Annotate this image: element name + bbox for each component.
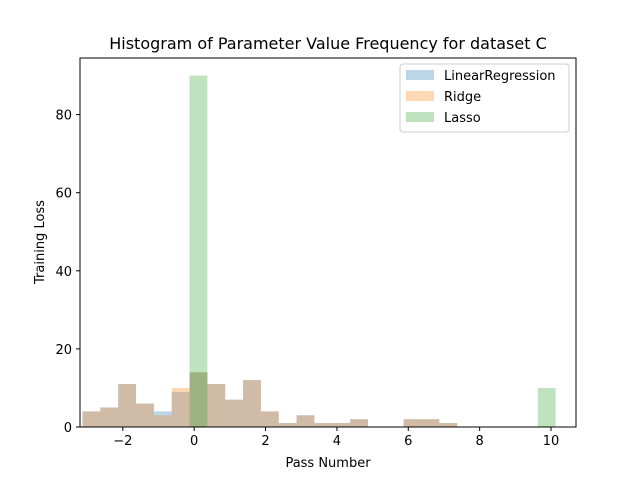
y-tick-label: 60 xyxy=(55,187,72,202)
series-ridge xyxy=(82,372,458,427)
legend-label-lasso: Lasso xyxy=(444,111,481,126)
x-tick-label: 8 xyxy=(476,434,484,449)
bar-ridge-17 xyxy=(421,419,440,427)
y-axis-label: Training Loss xyxy=(33,200,48,285)
legend-swatch-lasso xyxy=(406,112,434,122)
plot-frame xyxy=(79,57,577,428)
bar-linearregression-12 xyxy=(296,415,315,427)
bar-linearregression-16 xyxy=(403,419,422,427)
bar-linearregression-8 xyxy=(225,399,244,427)
bar-linearregression-9 xyxy=(243,380,261,427)
legend-label-ridge: Ridge xyxy=(444,90,481,105)
x-tick-label: 4 xyxy=(333,434,341,449)
bar-ridge-11 xyxy=(278,423,297,427)
bar-ridge-10 xyxy=(260,411,279,427)
bar-linearregression-5 xyxy=(171,391,190,427)
legend-swatch-linearregression xyxy=(406,70,434,80)
bar-ridge-18 xyxy=(439,423,458,427)
bar-linearregression-1 xyxy=(100,407,119,427)
bar-linearregression-11 xyxy=(278,423,297,427)
x-tick-label: 6 xyxy=(404,434,412,449)
bar-linearregression-14 xyxy=(332,423,351,427)
bar-ridge-6 xyxy=(189,372,208,427)
bar-ridge-14 xyxy=(332,423,351,427)
bar-linearregression-6 xyxy=(189,372,208,427)
series-lasso xyxy=(189,75,556,428)
y-tick-label: 0 xyxy=(64,421,72,436)
bar-linearregression-13 xyxy=(314,423,333,427)
legend-entries: LinearRegression Ridge Lasso xyxy=(406,69,556,126)
bar-linearregression-3 xyxy=(136,403,154,427)
x-tick-label: 2 xyxy=(261,434,269,449)
y-tick-label: 40 xyxy=(55,265,72,280)
bar-ridge-12 xyxy=(296,415,315,427)
legend-swatch-ridge xyxy=(406,91,434,101)
bar-ridge-16 xyxy=(403,419,422,427)
x-ticks: −2 0 2 4 6 8 10 xyxy=(113,427,559,449)
x-tick-label: 0 xyxy=(190,434,198,449)
y-tick-label: 20 xyxy=(55,343,72,358)
bars-layer xyxy=(82,75,556,428)
bar-linearregression-15 xyxy=(350,419,368,427)
bar-linearregression-17 xyxy=(421,419,440,427)
x-axis-label: Pass Number xyxy=(285,456,371,471)
legend-box xyxy=(399,63,570,133)
chart-title: Histogram of Parameter Value Frequency f… xyxy=(109,34,547,53)
x-tick-label: −2 xyxy=(113,434,132,449)
bar-ridge-1 xyxy=(100,407,119,427)
legend: LinearRegression Ridge Lasso xyxy=(399,63,570,133)
bar-ridge-4 xyxy=(153,415,172,427)
x-tick-label: 10 xyxy=(543,434,560,449)
bar-ridge-13 xyxy=(314,423,333,427)
bar-linearregression-18 xyxy=(439,423,458,427)
series-linearregression xyxy=(82,372,458,427)
bar-ridge-2 xyxy=(118,384,137,427)
bar-linearregression-7 xyxy=(207,384,226,427)
bar-ridge-3 xyxy=(136,403,154,427)
bar-ridge-0 xyxy=(82,411,101,427)
bar-linearregression-0 xyxy=(82,411,101,427)
bar-linearregression-2 xyxy=(118,384,137,427)
y-tick-label: 80 xyxy=(55,109,72,124)
bar-lasso-0 xyxy=(189,75,208,428)
bar-linearregression-4 xyxy=(153,411,172,427)
bar-ridge-15 xyxy=(350,419,368,427)
bar-ridge-7 xyxy=(207,384,226,427)
y-ticks: 0 20 40 60 80 xyxy=(55,109,80,436)
bar-ridge-5 xyxy=(171,387,190,427)
bar-lasso-1 xyxy=(537,387,556,427)
bar-ridge-9 xyxy=(243,380,261,427)
legend-label-linearregression: LinearRegression xyxy=(444,69,556,84)
bar-linearregression-10 xyxy=(260,411,279,427)
bar-ridge-8 xyxy=(225,399,244,427)
